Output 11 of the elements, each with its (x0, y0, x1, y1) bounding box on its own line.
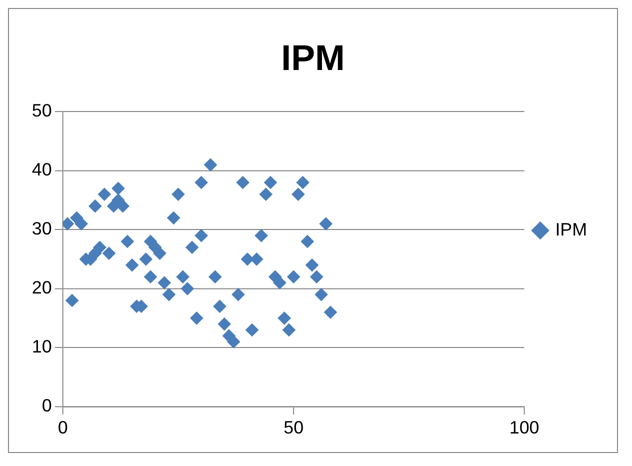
y-tick-label: 30 (32, 218, 52, 239)
chart-title: IPM (281, 38, 345, 78)
x-tick-label: 50 (284, 417, 304, 438)
y-tick-label: 20 (32, 278, 52, 298)
y-tick-label: 40 (32, 160, 52, 180)
y-tick-label: 50 (32, 100, 52, 121)
x-tick-label: 100 (509, 417, 540, 438)
y-tick-label: 0 (42, 396, 52, 416)
legend-label: IPM (555, 219, 588, 240)
x-tick-label: 0 (58, 417, 68, 438)
y-tick-label: 10 (32, 336, 52, 357)
